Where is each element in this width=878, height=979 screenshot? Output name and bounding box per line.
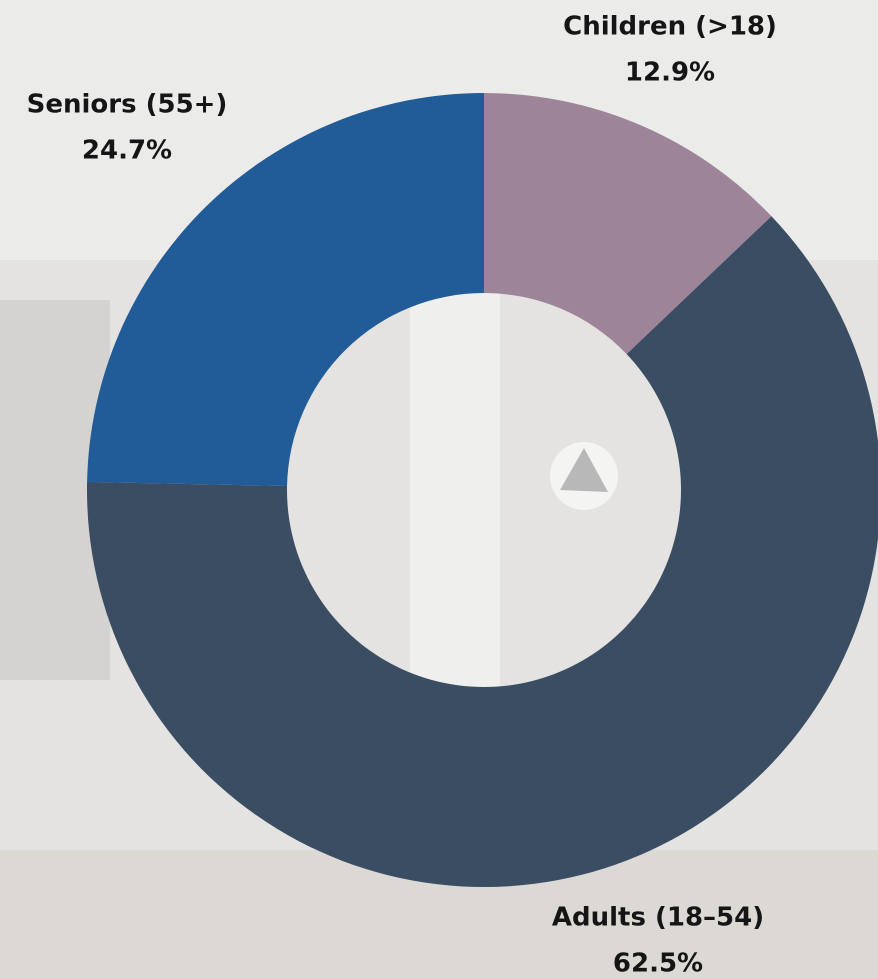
category-label: Children (>18) [563,12,777,42]
value-label: 12.9% [625,58,715,88]
category-label: Adults (18–54) [552,903,764,933]
category-label: Seniors (55+) [27,90,228,120]
chart: Children (>18) 12.9% Adults (18–54) 62.5% Se… [0,0,878,979]
door [410,280,500,700]
value-label: 24.7% [82,136,172,166]
value-label: 62.5% [613,949,703,979]
